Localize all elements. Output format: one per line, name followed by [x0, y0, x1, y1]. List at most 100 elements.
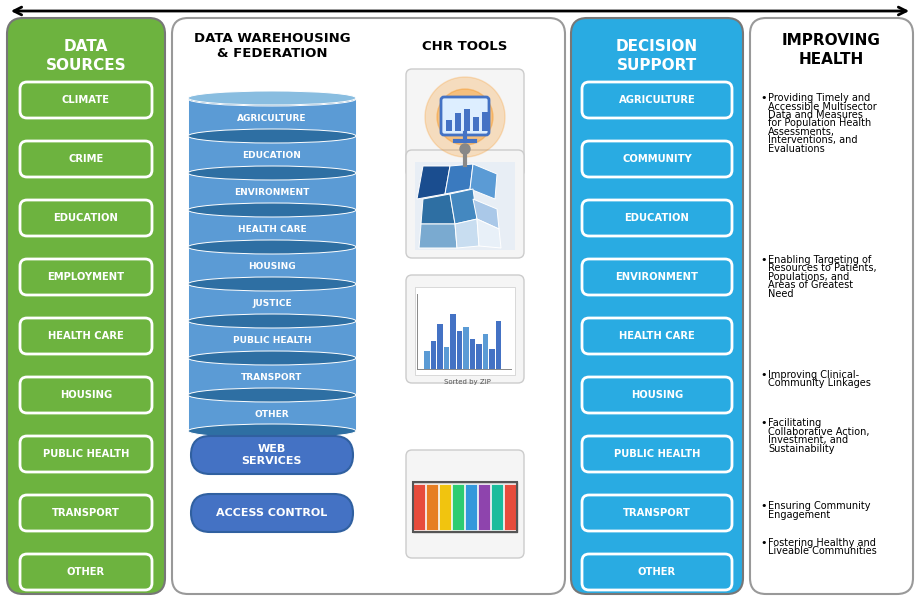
- Bar: [187, 358, 356, 394]
- Text: HEALTH CARE: HEALTH CARE: [618, 331, 694, 341]
- FancyBboxPatch shape: [582, 318, 732, 354]
- Text: DATA
SOURCES: DATA SOURCES: [46, 39, 126, 73]
- Text: Sustainability: Sustainability: [767, 443, 834, 454]
- Text: Assessments,: Assessments,: [767, 127, 834, 137]
- Bar: [187, 173, 356, 209]
- Text: AGRICULTURE: AGRICULTURE: [618, 95, 695, 105]
- FancyBboxPatch shape: [405, 275, 524, 383]
- FancyBboxPatch shape: [582, 377, 732, 413]
- Text: •: •: [759, 501, 766, 511]
- FancyBboxPatch shape: [749, 18, 912, 594]
- Text: Areas of Greatest: Areas of Greatest: [767, 281, 852, 290]
- Text: EDUCATION: EDUCATION: [53, 213, 119, 223]
- Text: Improving Clinical-: Improving Clinical-: [767, 370, 858, 380]
- Ellipse shape: [187, 314, 356, 328]
- Text: HEALTH CARE: HEALTH CARE: [237, 225, 306, 234]
- Bar: [482, 112, 487, 131]
- Text: DECISION
SUPPORT: DECISION SUPPORT: [615, 39, 698, 73]
- Polygon shape: [455, 219, 479, 248]
- Text: AGRICULTURE: AGRICULTURE: [237, 114, 306, 123]
- Text: Engagement: Engagement: [767, 510, 829, 519]
- Bar: [437, 324, 443, 369]
- FancyBboxPatch shape: [582, 554, 732, 590]
- Text: EDUCATION: EDUCATION: [243, 151, 301, 160]
- Bar: [446, 120, 451, 131]
- FancyBboxPatch shape: [440, 97, 489, 135]
- Text: Evaluations: Evaluations: [767, 144, 823, 154]
- Bar: [187, 210, 356, 246]
- FancyBboxPatch shape: [582, 141, 732, 177]
- Ellipse shape: [187, 240, 356, 254]
- Text: COMMUNITY: COMMUNITY: [621, 154, 691, 164]
- FancyBboxPatch shape: [582, 200, 732, 236]
- FancyBboxPatch shape: [20, 436, 152, 472]
- FancyBboxPatch shape: [20, 554, 152, 590]
- Polygon shape: [472, 199, 498, 229]
- Polygon shape: [421, 194, 455, 224]
- Text: TRANSPORT: TRANSPORT: [622, 508, 690, 518]
- Text: Sorted by ZIP: Sorted by ZIP: [443, 379, 490, 385]
- FancyBboxPatch shape: [20, 495, 152, 531]
- Bar: [444, 347, 449, 369]
- Text: CLIMATE: CLIMATE: [62, 95, 110, 105]
- Bar: [463, 109, 470, 131]
- Bar: [424, 351, 429, 369]
- Bar: [438, 484, 451, 530]
- Text: Facilitating: Facilitating: [767, 418, 821, 428]
- Bar: [455, 113, 460, 131]
- Circle shape: [460, 144, 470, 154]
- Text: •: •: [759, 418, 766, 428]
- Ellipse shape: [187, 91, 356, 105]
- FancyBboxPatch shape: [571, 18, 743, 594]
- Text: HEALTH CARE: HEALTH CARE: [48, 331, 124, 341]
- Bar: [451, 484, 464, 530]
- FancyBboxPatch shape: [582, 82, 732, 118]
- Ellipse shape: [187, 203, 356, 217]
- Polygon shape: [476, 219, 501, 248]
- Bar: [187, 99, 356, 135]
- FancyBboxPatch shape: [405, 150, 524, 258]
- FancyBboxPatch shape: [7, 18, 165, 594]
- Bar: [478, 484, 490, 530]
- Bar: [187, 395, 356, 431]
- Text: OTHER: OTHER: [67, 567, 105, 577]
- Text: Liveable Communities: Liveable Communities: [767, 546, 876, 557]
- FancyBboxPatch shape: [172, 18, 564, 594]
- Bar: [489, 349, 494, 369]
- Circle shape: [437, 89, 493, 145]
- FancyBboxPatch shape: [20, 200, 152, 236]
- Ellipse shape: [187, 166, 356, 180]
- Text: HOUSING: HOUSING: [248, 262, 296, 271]
- Text: JUSTICE: JUSTICE: [252, 299, 291, 308]
- Bar: [413, 482, 516, 532]
- Text: Accessible Multisector: Accessible Multisector: [767, 102, 876, 111]
- Ellipse shape: [187, 277, 356, 291]
- Text: TRANSPORT: TRANSPORT: [241, 373, 302, 382]
- FancyBboxPatch shape: [20, 259, 152, 295]
- Bar: [413, 484, 425, 530]
- Bar: [470, 339, 475, 369]
- Text: IMPROVING
HEALTH: IMPROVING HEALTH: [781, 33, 880, 67]
- FancyBboxPatch shape: [191, 436, 353, 474]
- FancyBboxPatch shape: [20, 377, 152, 413]
- Text: OTHER: OTHER: [255, 410, 289, 419]
- Text: OTHER: OTHER: [637, 567, 675, 577]
- Text: for Population Health: for Population Health: [767, 119, 870, 128]
- Ellipse shape: [187, 388, 356, 402]
- Text: CRIME: CRIME: [68, 154, 104, 164]
- Polygon shape: [416, 166, 449, 199]
- Bar: [187, 321, 356, 357]
- Bar: [472, 117, 479, 131]
- Text: ENVIRONMENT: ENVIRONMENT: [234, 188, 310, 197]
- Text: Populations, and: Populations, and: [767, 272, 848, 282]
- Text: Interventions, and: Interventions, and: [767, 135, 857, 146]
- Bar: [187, 136, 356, 172]
- Circle shape: [425, 77, 505, 157]
- Ellipse shape: [187, 424, 356, 438]
- Text: •: •: [759, 255, 766, 265]
- Bar: [482, 334, 488, 369]
- Text: •: •: [759, 93, 766, 103]
- FancyBboxPatch shape: [405, 69, 524, 177]
- Polygon shape: [418, 224, 457, 248]
- Text: Data and Measures: Data and Measures: [767, 110, 862, 120]
